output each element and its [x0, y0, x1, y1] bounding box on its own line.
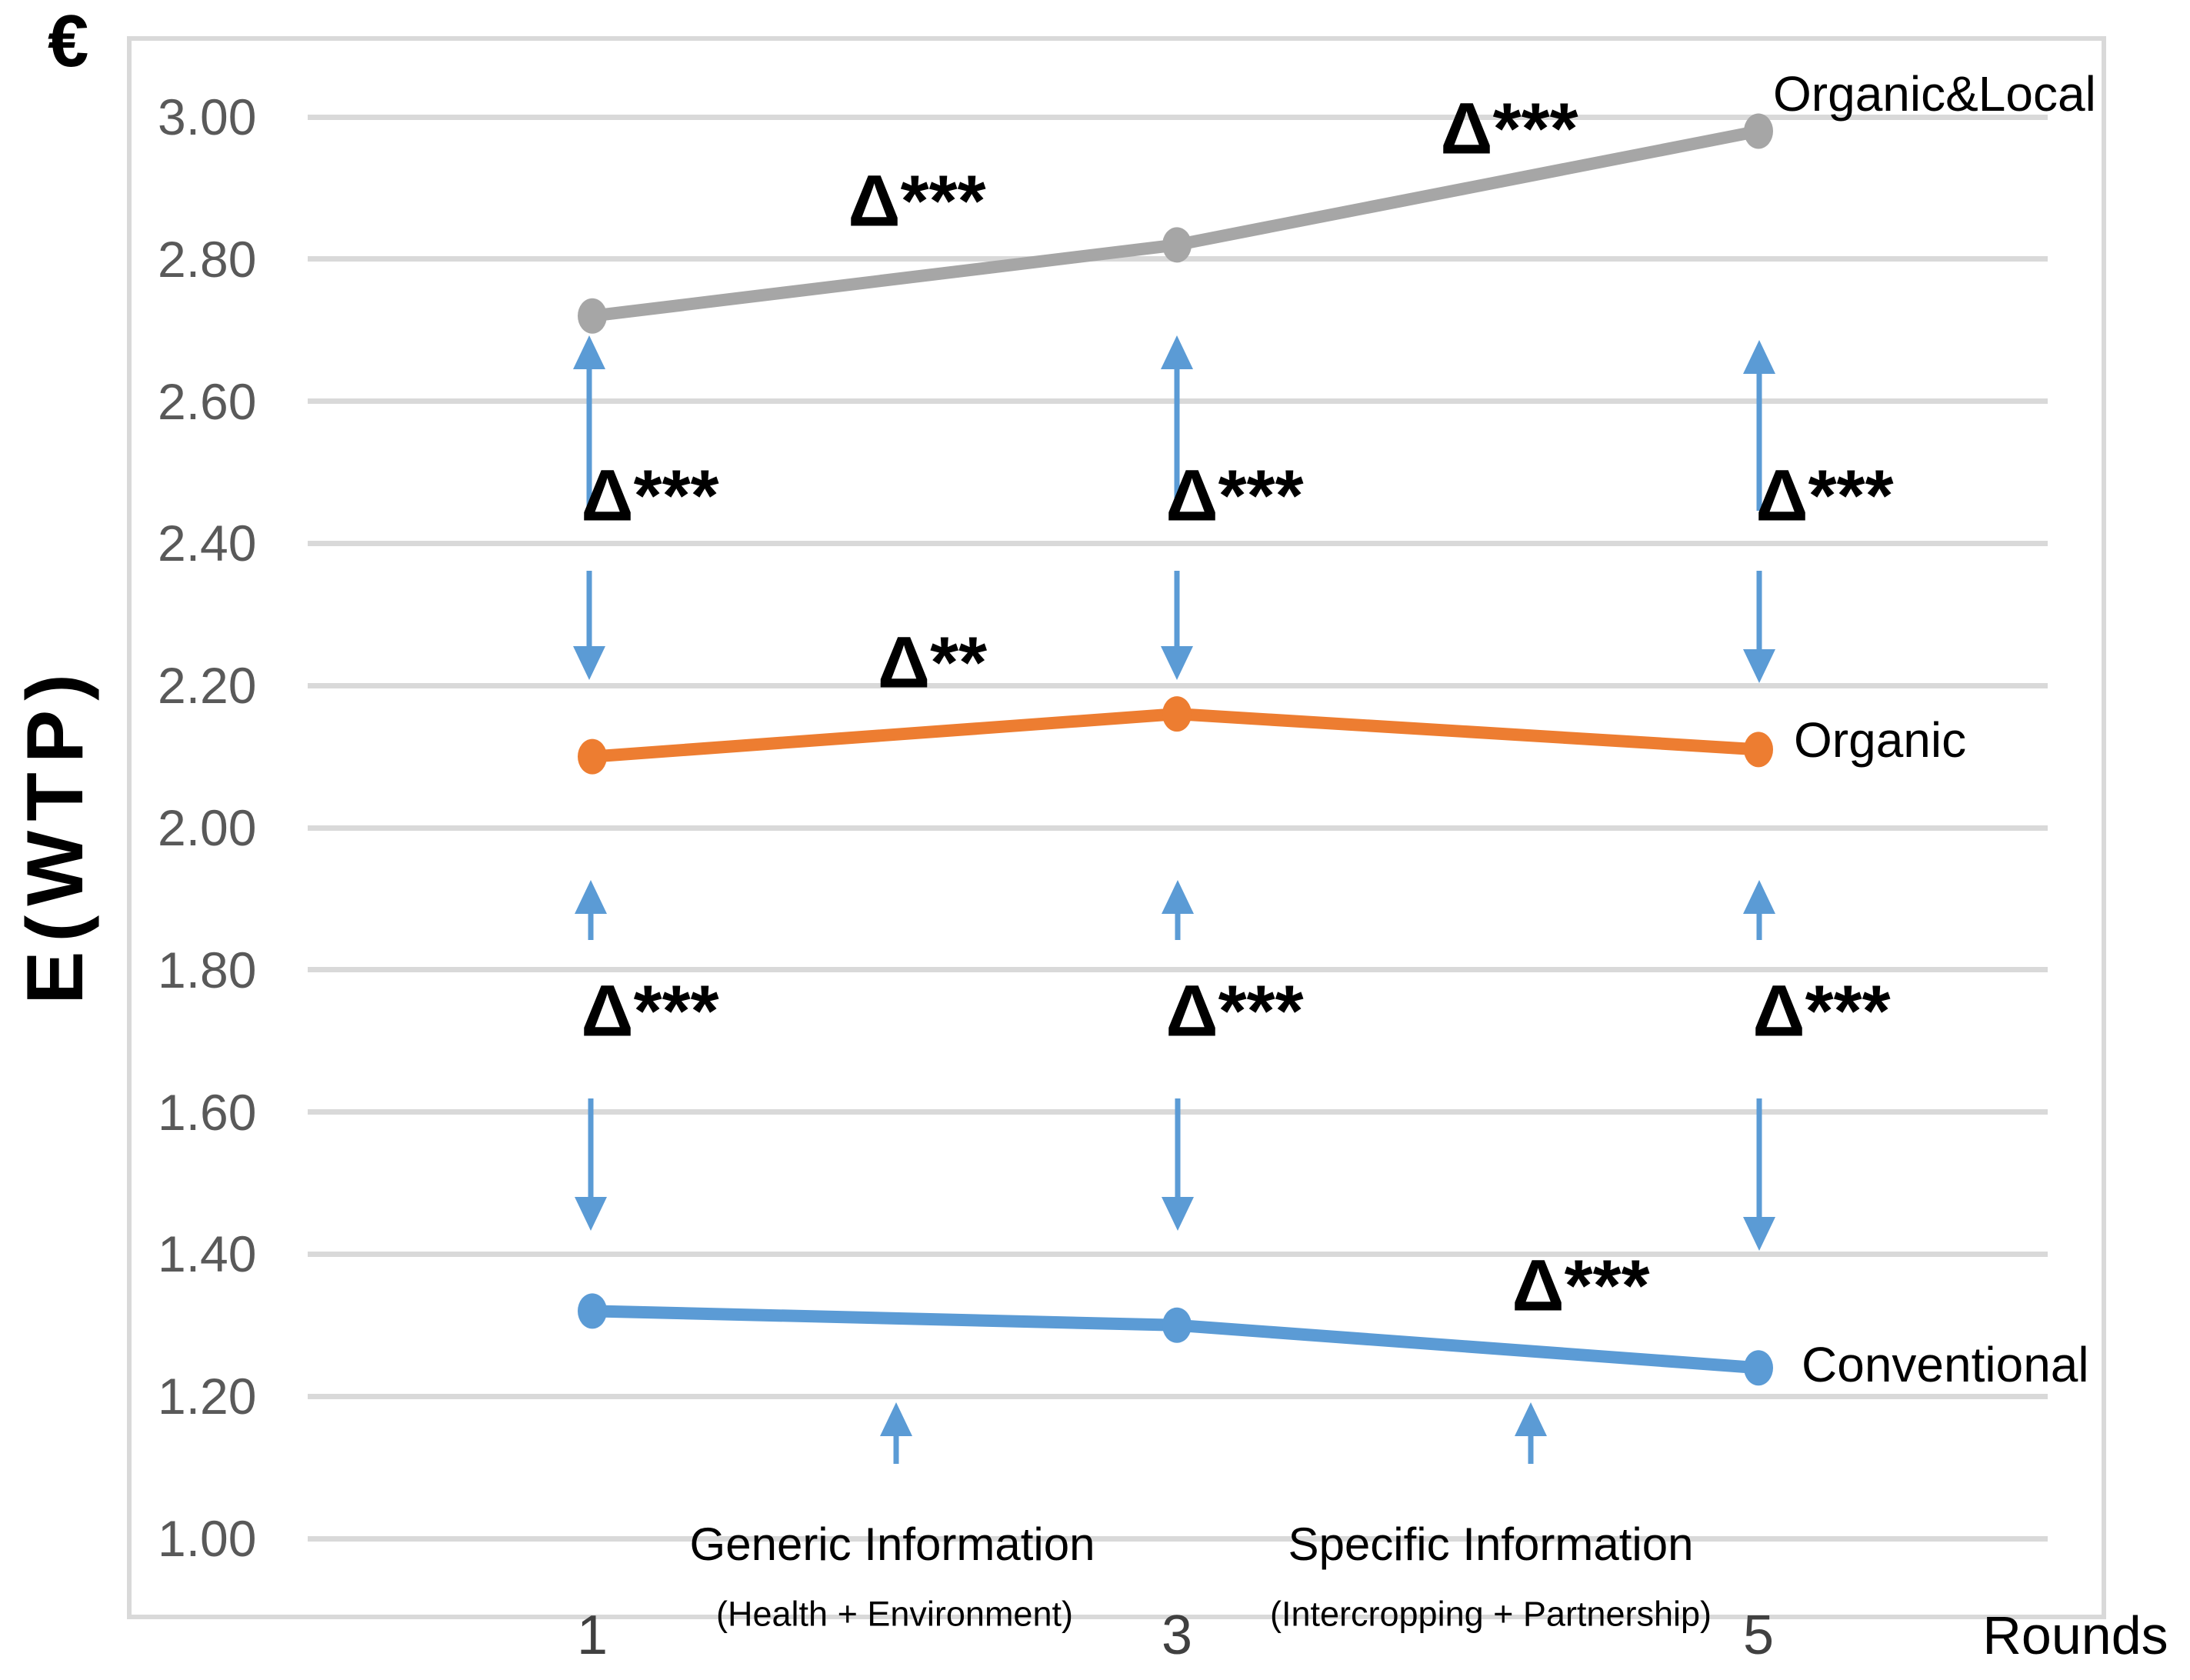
down-arrow-head-icon: [1743, 649, 1775, 683]
delta-annotation-orange-seg-1-3: Δ**: [877, 622, 988, 704]
up-arrow-head-icon: [1161, 335, 1193, 369]
up-arrow-head-icon: [1743, 340, 1775, 374]
series-label-organic-local: Organic&Local: [1773, 66, 2096, 122]
y-tick-label: 1.40: [158, 1225, 257, 1283]
delta-annotation-gap-bottom-round1: Δ***: [581, 970, 719, 1052]
up-arrow-head-icon: [880, 1402, 912, 1436]
x-tick-label: 5: [1742, 1605, 1775, 1666]
x-tick-label: 3: [1161, 1605, 1193, 1666]
delta-annotation-blue-seg-3-5: Δ***: [1512, 1245, 1650, 1327]
specific-information-title: Specific Information: [1288, 1518, 1694, 1570]
y-tick-label: 1.80: [158, 941, 257, 998]
down-arrow-head-icon: [1161, 646, 1193, 680]
y-tick-label: 2.80: [158, 230, 257, 288]
up-arrow-head-icon: [1515, 1402, 1547, 1436]
series-line-organic-local: [586, 125, 1765, 322]
series-label-organic: Organic: [1794, 712, 1967, 768]
y-tick-label: 1.60: [158, 1083, 257, 1141]
data-point-marker: [1162, 227, 1192, 263]
delta-annotation-gap-bottom-round3: Δ***: [1165, 970, 1304, 1052]
y-tick-label: 3.00: [158, 88, 257, 145]
gridline: [308, 1535, 2048, 1542]
y-tick-label: 2.00: [158, 799, 257, 856]
y-tick-label: 1.00: [158, 1510, 257, 1567]
x-tick-label: 1: [576, 1605, 608, 1666]
delta-annotation-gap-bottom-round5: Δ***: [1752, 970, 1891, 1052]
down-arrow-head-icon: [1743, 1217, 1775, 1251]
y-tick-label: 2.40: [158, 515, 257, 572]
x-axis-title: Rounds: [1982, 1605, 2168, 1665]
data-point-marker: [1744, 113, 1773, 149]
gridline: [308, 1393, 2048, 1399]
data-point-marker: [1744, 1350, 1773, 1386]
y-tick-label: 2.60: [158, 372, 257, 430]
down-arrow-head-icon: [575, 1197, 607, 1231]
generic-information-subtitle: (Health + Environment): [716, 1594, 1073, 1634]
down-arrow-head-icon: [573, 646, 605, 680]
data-point-marker: [578, 1293, 607, 1329]
y-tick-label: 2.20: [158, 657, 257, 715]
generic-information-title: Generic Information: [689, 1518, 1095, 1570]
specific-information-subtitle: (Intercropping + Partnership): [1269, 1594, 1712, 1634]
gridline: [308, 825, 2048, 831]
up-arrow-head-icon: [575, 880, 607, 914]
up-arrow-head-icon: [1162, 880, 1194, 914]
gridline: [308, 967, 2048, 973]
data-point-marker: [1744, 732, 1773, 768]
delta-annotation-gap-top-round5: Δ***: [1755, 455, 1894, 537]
gridline: [308, 1251, 2048, 1257]
gridline: [308, 114, 2048, 120]
data-point-marker: [1162, 696, 1192, 732]
data-point-marker: [1162, 1307, 1192, 1343]
delta-annotation-gap-top-round3: Δ***: [1165, 455, 1304, 537]
delta-annotation-gray-seg-1-3: Δ***: [848, 160, 986, 242]
up-arrow-head-icon: [1743, 880, 1775, 914]
currency-symbol-label: €: [48, 0, 89, 82]
y-axis-title: E(WTP): [11, 665, 100, 1005]
gridline: [308, 540, 2048, 546]
chart-area-border: [127, 36, 2106, 1619]
data-point-marker: [578, 298, 607, 334]
delta-annotation-gap-top-round1: Δ***: [581, 455, 719, 537]
gridline: [308, 682, 2048, 688]
y-tick-label: 1.20: [158, 1368, 257, 1425]
series-label-conventional: Conventional: [1802, 1337, 2089, 1392]
delta-annotation-gray-seg-3-5: Δ***: [1440, 88, 1578, 170]
data-point-marker: [578, 738, 607, 775]
up-arrow-head-icon: [573, 335, 605, 369]
down-arrow-head-icon: [1162, 1197, 1194, 1231]
